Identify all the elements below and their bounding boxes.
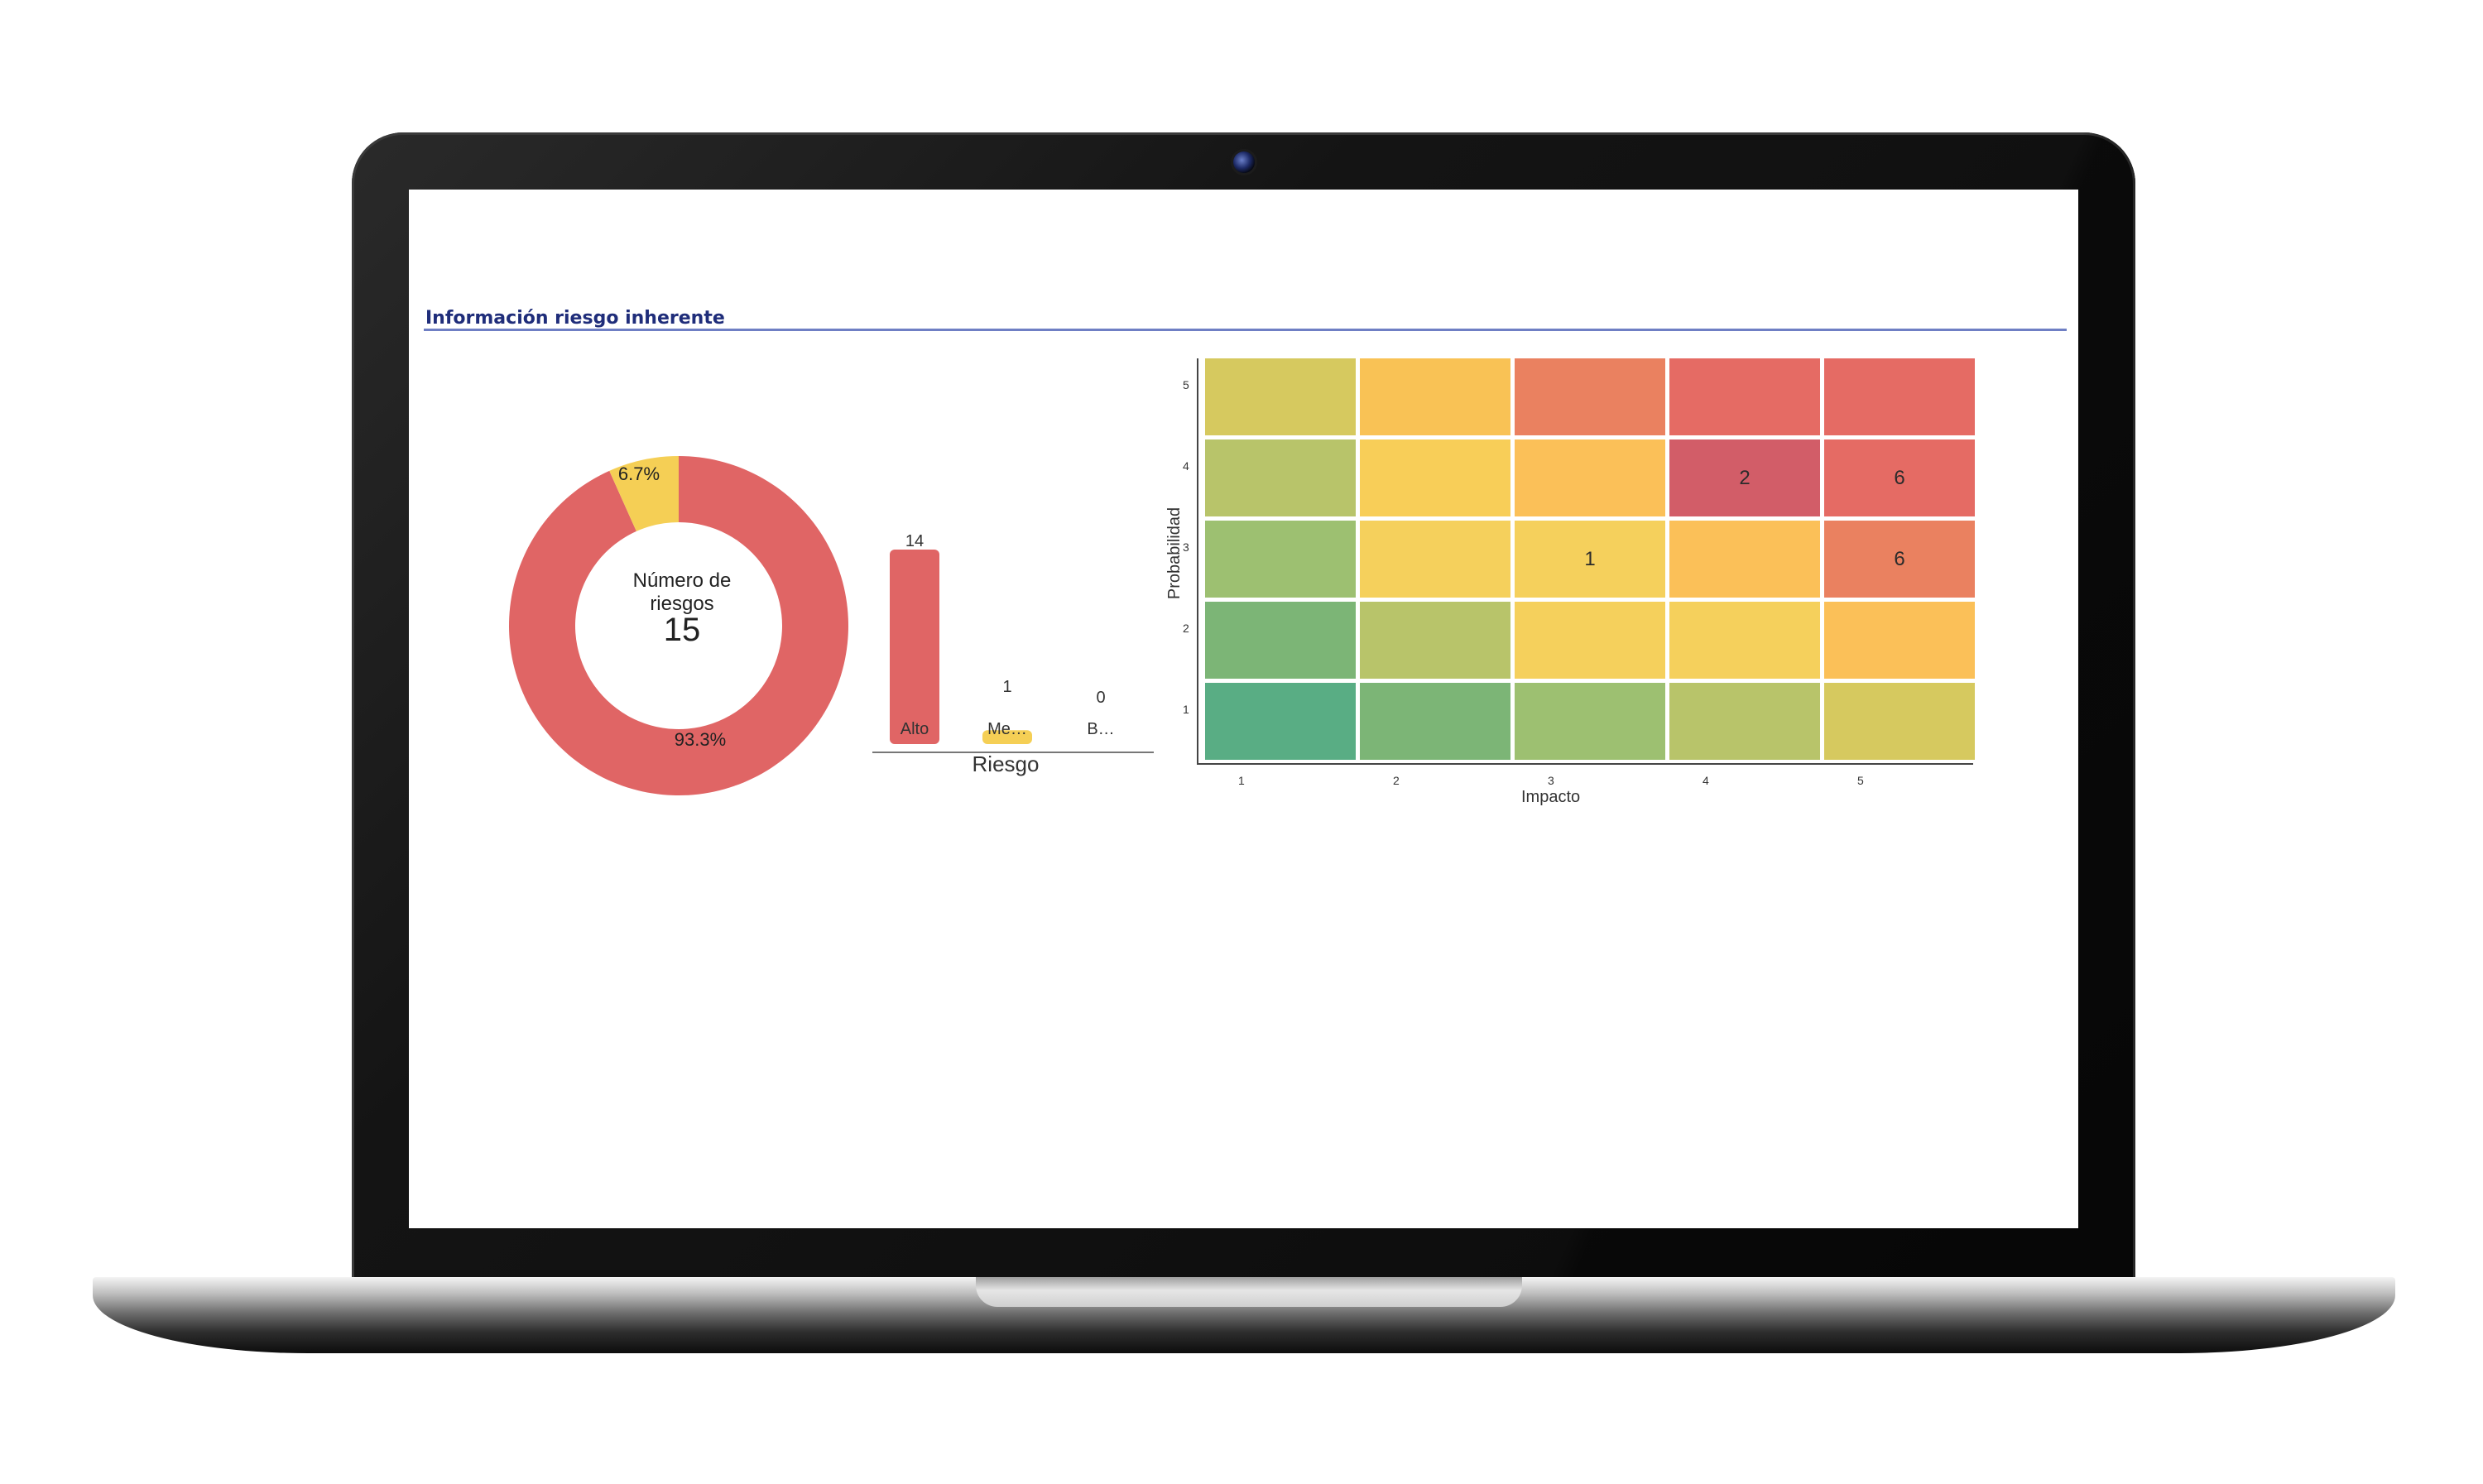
section-title: Información riesgo inherente [425,308,725,329]
heatmap-y-tick: 5 [1183,378,1189,391]
heatmap-y-tick: 4 [1183,459,1189,473]
bar-value-bajo: 0 [1096,689,1106,707]
heatmap-cell [1205,439,1356,516]
heatmap-x-tick: 3 [1548,774,1554,787]
heatmap-x-tick: 4 [1703,774,1709,787]
donut-slices [509,456,848,795]
heatmap-cell [1515,602,1665,679]
heatmap-cell [1360,602,1510,679]
heatmap-y-tick: 3 [1183,540,1189,554]
bar-value-medio: 1 [1002,678,1012,696]
heatmap-cell [1515,439,1665,516]
heatmap-cell: 6 [1824,521,1975,598]
heatmap-cell [1360,439,1510,516]
heatmap-cell: 1 [1515,521,1665,598]
section-divider [424,329,2067,331]
heatmap-x-axis-line [1197,763,1973,765]
heatmap-cell [1360,521,1510,598]
heatmap-cell [1669,602,1820,679]
heatmap-cell [1669,683,1820,760]
risk-donut-chart [509,456,848,795]
heatmap-cell [1824,358,1975,435]
heatmap-cell: 6 [1824,439,1975,516]
heatmap-y-axis-title: Probabilidad [1165,507,1184,600]
bar-medio [982,730,1032,744]
donut-slice-label-alto: 93.3% [674,729,727,750]
heatmap-cell [1360,683,1510,760]
heatmap-y-tick: 1 [1183,703,1189,716]
bar-alto [890,550,939,744]
heatmap-cell [1669,521,1820,598]
heatmap-cell [1205,358,1356,435]
heatmap-cell [1205,683,1356,760]
risk-bar-chart [872,550,1154,753]
bar-tick-bajo: B… [1087,720,1115,738]
heatmap-cell [1669,358,1820,435]
heatmap-y-tick: 2 [1183,622,1189,635]
heatmap-y-axis-line [1197,358,1198,764]
webcam-icon [1233,151,1255,173]
heatmap-cell [1360,358,1510,435]
bar-tick-alto: Alto [900,720,929,738]
heatmap-cell [1515,683,1665,760]
laptop-hinge-notch [976,1277,1522,1307]
donut-slice-alto [509,456,848,795]
bar-tick-medio: Me… [987,720,1027,738]
heatmap-cell [1205,521,1356,598]
heatmap-cell [1824,602,1975,679]
heatmap-x-tick: 1 [1238,774,1245,787]
bar-x-axis-title: Riesgo [972,752,1040,776]
donut-total: 15 [663,612,701,648]
bar-value-alto: 14 [905,532,925,550]
heatmap-x-tick: 5 [1857,774,1864,787]
heatmap-x-tick: 2 [1393,774,1400,787]
donut-slice-medio [609,456,679,531]
heatmap-cell [1515,358,1665,435]
heatmap-cell [1205,602,1356,679]
heatmap-x-axis-title: Impacto [1521,788,1581,806]
donut-slice-label-medio: 6.7% [617,463,660,484]
bar-marks [890,550,1032,744]
heatmap-cell [1824,683,1975,760]
donut-center-label: Número de riesgos [632,569,732,615]
laptop-screen: Información riesgo inherente Número de r… [409,190,2078,1228]
heatmap-cell: 2 [1669,439,1820,516]
